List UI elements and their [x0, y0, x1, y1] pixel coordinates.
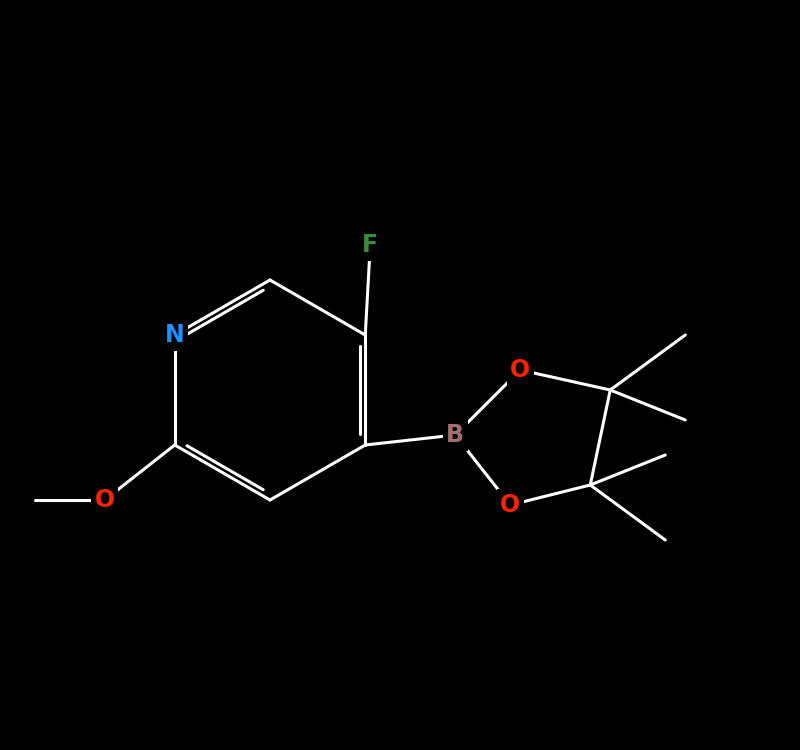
Text: N: N — [165, 323, 185, 347]
Text: O: O — [500, 493, 520, 517]
Text: B: B — [446, 423, 464, 447]
Text: F: F — [362, 233, 378, 257]
Text: O: O — [510, 358, 530, 382]
Text: O: O — [94, 488, 114, 512]
